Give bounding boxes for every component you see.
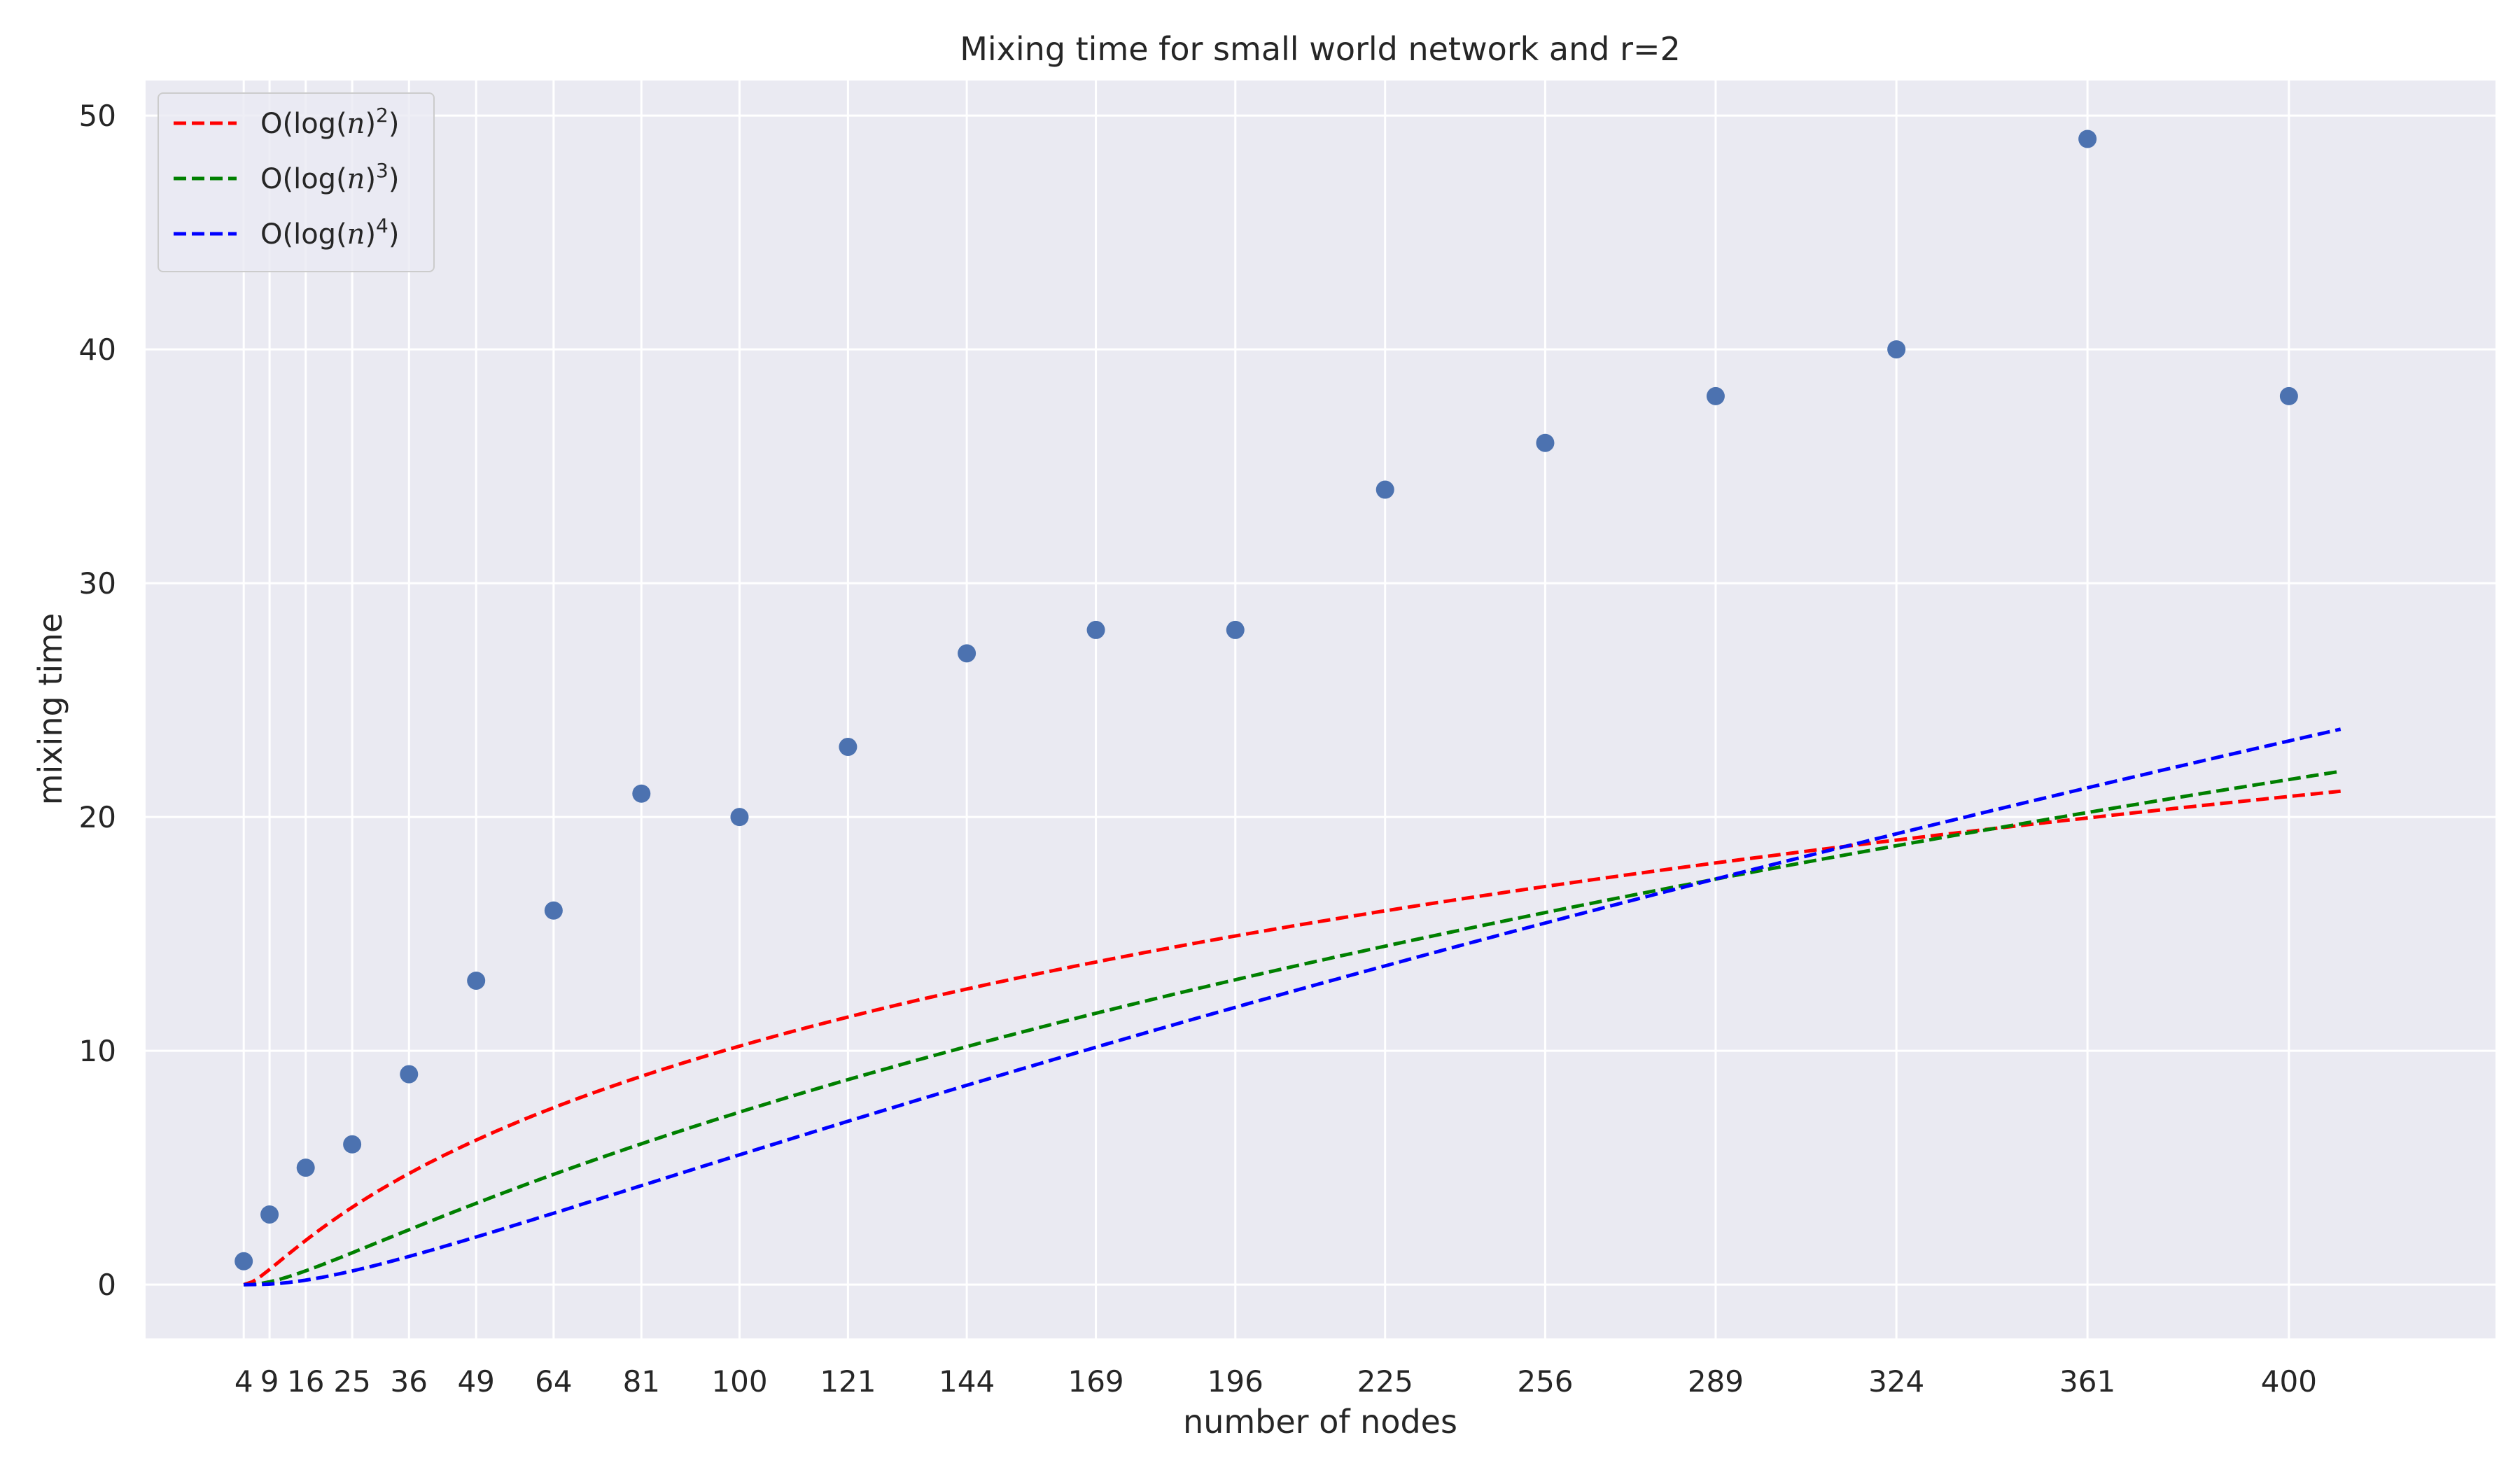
data-point [632,784,651,803]
data-point [1887,340,1906,359]
x-tick-label: 196 [1208,1364,1264,1399]
grid-lines [146,80,2496,1338]
x-tick-label: 64 [535,1364,572,1399]
legend: O(log(n)2) O(log(n)3) O(log(n)4) [158,92,435,272]
y-axis-label: mixing time [31,613,69,806]
x-tick-label: 100 [711,1364,767,1399]
x-tick-label: 256 [1517,1364,1573,1399]
x-tick-label: 9 [260,1364,279,1399]
x-tick-label: 121 [820,1364,876,1399]
data-point [1536,433,1555,452]
y-tick-label: 20 [79,800,116,834]
data-point [343,1135,362,1154]
x-axis-label: number of nodes [1183,1403,1457,1441]
x-tick-label: 289 [1688,1364,1744,1399]
x-tick-label: 36 [391,1364,428,1399]
fit-line-log-power-4 [244,727,2342,1287]
fit-line-log-power-3 [244,769,2342,1287]
y-tick-labels: 0 10 20 30 40 50 [79,99,116,1302]
data-point [958,644,976,663]
x-tick-label: 25 [333,1364,370,1399]
x-tick-label: 400 [2261,1364,2317,1399]
data-point [2078,130,2097,148]
data-point [839,737,858,756]
y-tick-label: 10 [79,1034,116,1068]
y-tick-label: 30 [79,566,116,601]
data-point [544,901,563,920]
legend-label: O(log(n)3) [260,159,399,195]
data-point [1706,386,1725,405]
chart-title: Mixing time for small world network and … [960,30,1681,68]
legend-label: O(log(n)4) [260,214,399,251]
x-tick-label: 169 [1068,1364,1124,1399]
x-tick-labels: 4 9 16 25 36 49 64 81 100 121 144 169 196 225 256 289 32… [234,1364,2317,1399]
data-point [730,808,749,827]
y-tick-label: 40 [79,332,116,367]
x-tick-label: 361 [2059,1364,2115,1399]
plot-area [146,80,2496,1338]
x-tick-label: 49 [457,1364,494,1399]
fit-curves [243,727,2342,1287]
data-point [400,1065,419,1084]
data-point [467,971,486,990]
data-point [1376,480,1394,499]
data-points [234,130,2298,1270]
x-tick-label: 16 [287,1364,324,1399]
data-point [260,1205,279,1224]
x-tick-label: 4 [234,1364,253,1399]
data-point [1086,620,1105,639]
x-tick-label: 144 [939,1364,995,1399]
data-point [296,1158,315,1177]
data-point [234,1252,253,1270]
y-tick-label: 0 [97,1268,116,1302]
data-point [2279,386,2298,405]
legend-label: O(log(n)2) [260,104,399,140]
x-tick-label: 324 [1868,1364,1924,1399]
data-point [1226,620,1245,639]
y-tick-label: 50 [79,99,116,133]
x-tick-label: 225 [1357,1364,1413,1399]
x-tick-label: 81 [623,1364,660,1399]
legend-box [158,92,435,272]
